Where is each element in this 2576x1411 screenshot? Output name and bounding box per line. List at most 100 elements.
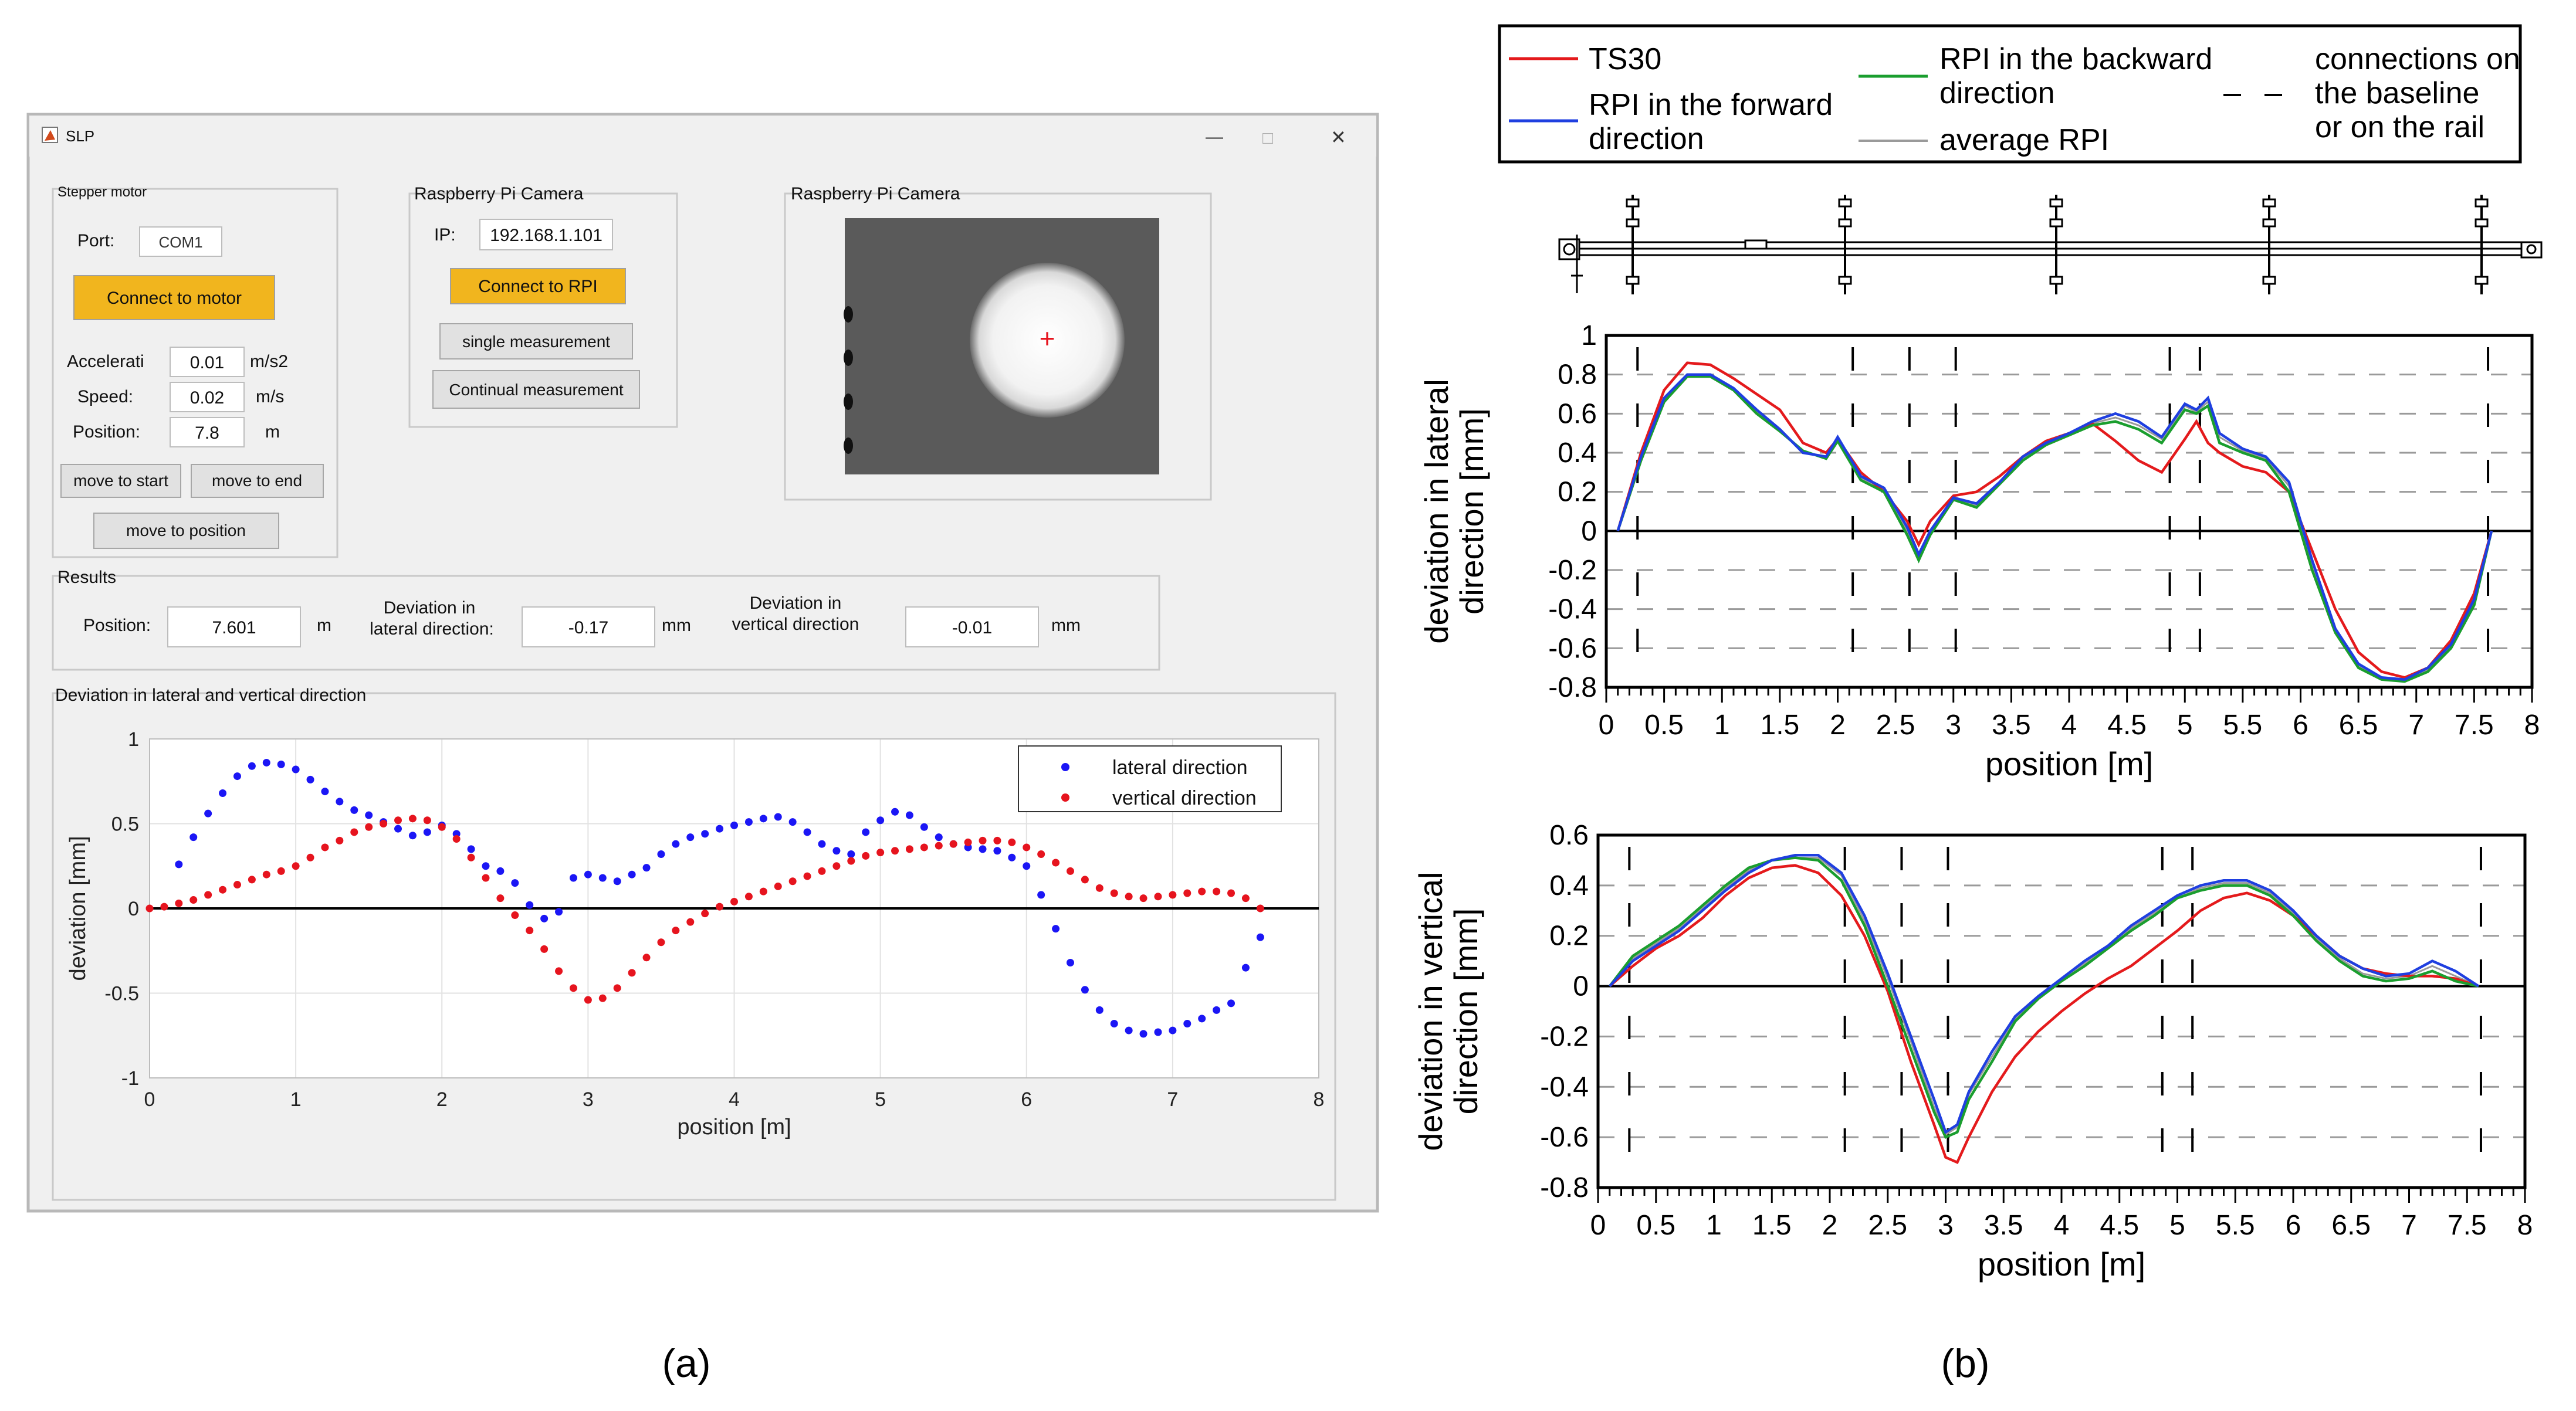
lateral-point: [774, 813, 782, 821]
results-panel: [52, 575, 1160, 671]
y-axis-label-2: direction [mm]: [1447, 908, 1484, 1115]
lateral-point: [1037, 891, 1045, 899]
lateral-point: [832, 847, 841, 855]
x-tick-label: 6: [2293, 710, 2308, 741]
lateral-point: [1066, 958, 1074, 966]
x-tick-label: 7: [2401, 1210, 2417, 1241]
x-tick-label: 0: [1599, 710, 1614, 741]
port-field[interactable]: [139, 226, 222, 257]
vertical-point: [175, 899, 183, 907]
y-tick-label: -0.2: [1540, 1021, 1589, 1052]
y-tick-label: 0.2: [1549, 921, 1589, 952]
crosshair-icon: +: [1040, 323, 1055, 354]
continual-measurement-button[interactable]: [432, 370, 640, 409]
stepper-position-field[interactable]: [170, 417, 245, 447]
lateral-point: [847, 850, 855, 859]
vertical-point: [847, 857, 855, 865]
lateral-point: [526, 901, 534, 909]
move-to-end-button[interactable]: [191, 464, 324, 498]
legend-backward-2: direction: [1939, 76, 2055, 110]
vertical-point: [1095, 884, 1103, 892]
vertical-point: [423, 816, 431, 825]
plot-frame: [1605, 334, 2534, 689]
vertical-point: [1066, 867, 1074, 875]
maximize-icon[interactable]: □: [1262, 128, 1274, 148]
lateral-point: [1198, 1015, 1206, 1023]
single-measurement-button[interactable]: [439, 323, 633, 359]
move-to-position-button[interactable]: [93, 513, 279, 549]
results-panel-title: Results: [57, 568, 116, 587]
x-tick-label: 0.5: [1644, 710, 1684, 741]
result-lateral-label-2: lateral direction:: [370, 619, 494, 639]
vertical-point: [189, 896, 198, 904]
y-tick-label: 0.6: [1558, 398, 1597, 429]
vertical-point: [569, 984, 577, 992]
ip-field[interactable]: [479, 219, 613, 250]
lateral-point: [233, 772, 241, 781]
vertical-point: [1169, 891, 1177, 899]
rail-post-clamp: [1626, 198, 1640, 208]
result-lateral-label-1: Deviation in: [384, 598, 476, 618]
app-icon: [42, 127, 58, 143]
result-position-unit: m: [317, 616, 331, 635]
x-tick-label: 6: [2286, 1210, 2301, 1241]
backward-line: [1609, 856, 2479, 1139]
lateral-point: [365, 811, 373, 819]
vertical-point: [1052, 859, 1060, 867]
move-to-start-button[interactable]: [60, 464, 181, 498]
result-position-label: Position:: [83, 616, 151, 635]
legend-a-marker: [1061, 763, 1069, 771]
lateral-line-chart: 10.80.60.40.20-0.2-0.4-0.6-0.80 0.5 1 1.5 2 2…: [1418, 320, 2540, 782]
lateral-point: [569, 874, 577, 882]
x-tick-label: 7.5: [2448, 1210, 2487, 1241]
vertical-point: [511, 911, 519, 920]
vertical-point: [1227, 889, 1235, 897]
forward-line: [1616, 373, 2493, 681]
x-tick-label: 6.5: [2331, 1210, 2371, 1241]
connect-rpi-label: Connect to RPI: [478, 277, 597, 296]
lateral-point: [920, 823, 928, 831]
speed-field[interactable]: [170, 382, 245, 412]
lateral-point: [555, 908, 563, 916]
connect-motor-button[interactable]: [73, 275, 275, 320]
rail-post-clamp: [2049, 198, 2063, 208]
result-vertical-field[interactable]: [905, 606, 1039, 647]
x-tick-label: 0.5: [1636, 1210, 1675, 1241]
y-tick-label: 1: [1581, 320, 1597, 351]
lateral-point: [613, 877, 621, 886]
y-axis-label-2: direction [mm]: [1453, 408, 1490, 615]
legend-a-marker: [1061, 793, 1069, 802]
window-title: SLP: [66, 127, 94, 145]
connect-rpi-button[interactable]: [450, 268, 626, 304]
vertical-point: [555, 967, 563, 975]
vertical-point: [233, 881, 241, 889]
vertical-point: [788, 877, 797, 886]
x-tick-label: 2: [1822, 1210, 1838, 1241]
backward-line: [1616, 375, 2493, 683]
vertical-point: [730, 897, 738, 905]
y-tick-label: 0.5: [111, 813, 139, 836]
vertical-point: [160, 903, 168, 911]
speed-value: 0.02: [190, 388, 224, 408]
vertical-point: [438, 823, 446, 831]
x-tick-label: 1: [1714, 710, 1730, 741]
vertical-point: [1241, 894, 1250, 903]
close-icon[interactable]: ✕: [1331, 127, 1346, 148]
camera-panel: [784, 192, 1212, 501]
accel-field[interactable]: [170, 347, 245, 377]
rail-post-clamp: [2049, 276, 2063, 285]
vertical-point: [905, 845, 913, 853]
lateral-point: [1081, 986, 1089, 994]
x-tick-label: 3: [1938, 1210, 1954, 1241]
result-lateral-field[interactable]: [522, 606, 655, 647]
vertical-point: [452, 835, 461, 843]
minimize-icon[interactable]: —: [1206, 127, 1223, 147]
rail-post-clamp: [1626, 218, 1640, 228]
result-position-field[interactable]: [167, 606, 301, 647]
caption-a: (a): [662, 1341, 710, 1386]
vertical-point: [716, 903, 724, 911]
scatter-chart-a: 0 1 2 3 4 5 6 7 8 1 0.5 0 -0.5 -1 position [m] deviatio…: [66, 728, 1324, 1139]
lateral-point: [1154, 1028, 1162, 1036]
vertical-point: [598, 994, 607, 1002]
vertical-point: [1256, 904, 1264, 913]
